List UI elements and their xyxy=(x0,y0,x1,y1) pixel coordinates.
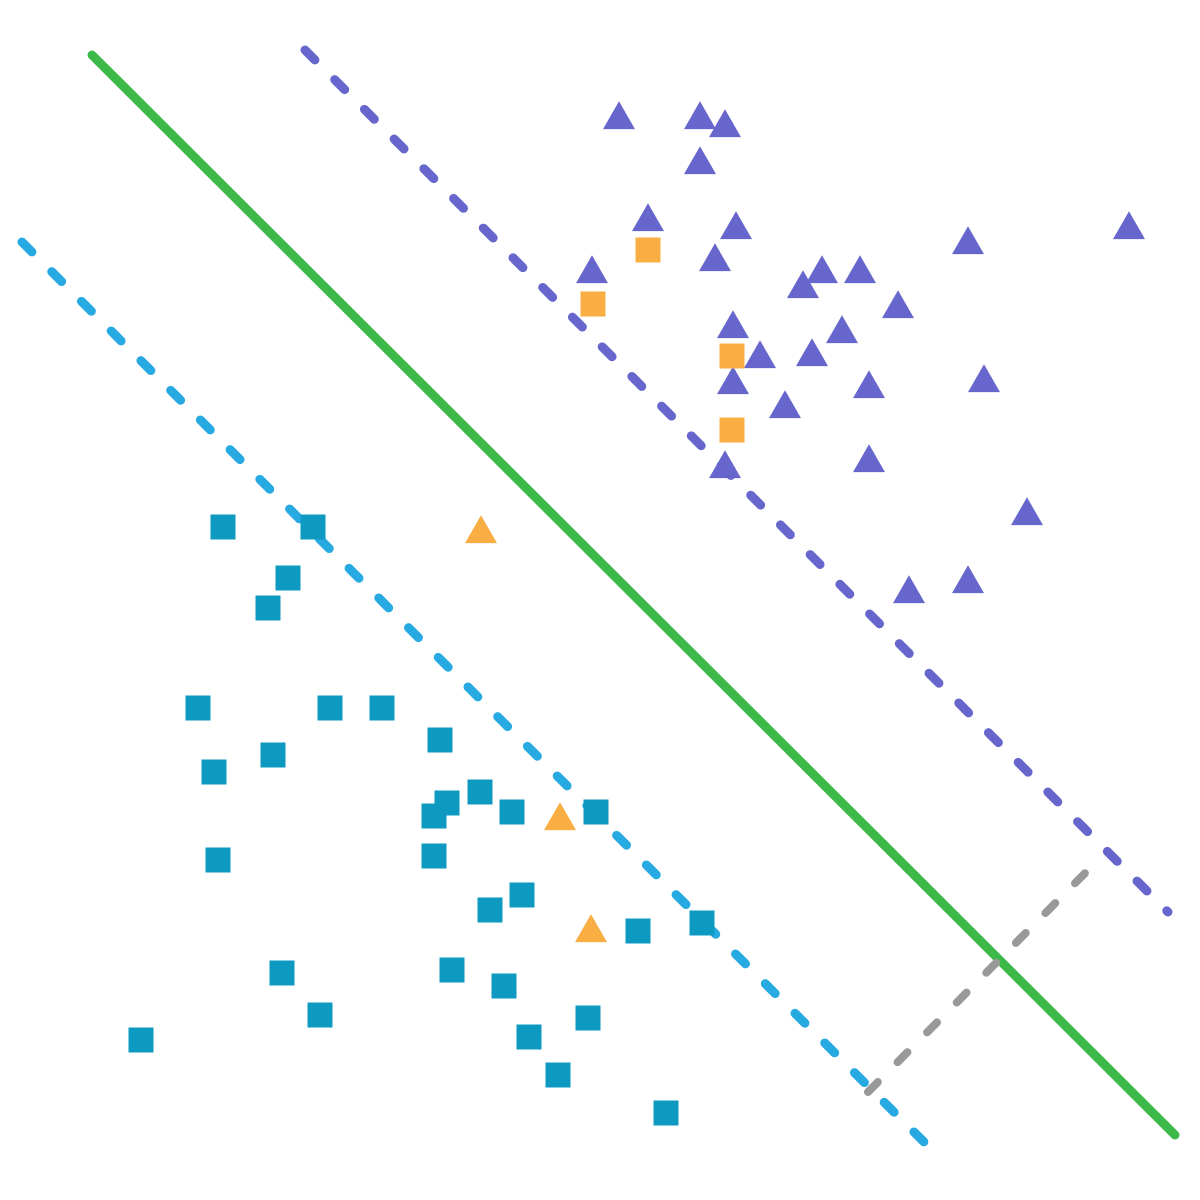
triangle-point xyxy=(1011,497,1043,526)
square-point xyxy=(653,1100,679,1126)
triangle-point xyxy=(684,101,716,130)
square-point xyxy=(128,1027,154,1053)
triangle-point xyxy=(968,364,1000,393)
square-point xyxy=(467,779,493,805)
misclassified-square-point xyxy=(580,291,606,317)
margin-square-side-line xyxy=(17,237,937,1155)
triangle-point xyxy=(1113,211,1145,240)
square-point xyxy=(625,918,651,944)
square-point xyxy=(421,803,447,829)
triangle-point xyxy=(893,575,925,604)
misclassified-square-point xyxy=(635,237,661,263)
misclassified-triangle-point xyxy=(575,914,607,943)
square-point xyxy=(427,727,453,753)
points-layer xyxy=(128,101,1145,1126)
square-point xyxy=(491,973,517,999)
triangle-point xyxy=(844,255,876,284)
square-point xyxy=(300,514,326,540)
square-point xyxy=(269,960,295,986)
square-point xyxy=(509,882,535,908)
triangle-point xyxy=(709,109,741,138)
square-point xyxy=(545,1062,571,1088)
misclassified-square-point xyxy=(719,417,745,443)
triangle-point xyxy=(709,450,741,479)
triangle-point xyxy=(952,565,984,594)
square-point xyxy=(516,1024,542,1050)
square-point xyxy=(439,957,465,983)
triangle-point xyxy=(632,203,664,232)
triangle-point xyxy=(826,315,858,344)
triangle-point xyxy=(744,340,776,369)
square-point xyxy=(307,1002,333,1028)
square-point xyxy=(689,910,715,936)
triangle-point xyxy=(699,243,731,272)
square-point xyxy=(210,514,236,540)
square-point xyxy=(185,695,211,721)
square-point xyxy=(369,695,395,721)
square-point xyxy=(201,759,227,785)
triangle-point xyxy=(769,390,801,419)
margin-triangle-side-line xyxy=(300,45,1173,917)
triangle-point xyxy=(720,211,752,240)
misclassified-triangle-point xyxy=(465,515,497,544)
lines-layer xyxy=(17,45,1180,1155)
triangle-point xyxy=(853,444,885,473)
square-point xyxy=(275,565,301,591)
triangle-point xyxy=(603,101,635,130)
square-point xyxy=(205,847,231,873)
triangle-point xyxy=(717,366,749,395)
triangle-point xyxy=(576,255,608,284)
decision-boundary-line xyxy=(87,50,1180,1140)
triangle-point xyxy=(787,270,819,299)
misclassified-square-point xyxy=(719,343,745,369)
triangle-point xyxy=(796,338,828,367)
margin-width-line xyxy=(864,851,1107,1096)
triangle-point xyxy=(684,146,716,175)
triangle-point xyxy=(806,255,838,284)
triangle-point xyxy=(717,310,749,339)
square-point xyxy=(317,695,343,721)
square-point xyxy=(260,742,286,768)
square-point xyxy=(255,595,281,621)
square-point xyxy=(575,1005,601,1031)
triangle-point xyxy=(952,226,984,255)
square-point xyxy=(421,843,447,869)
square-point xyxy=(499,799,525,825)
triangle-point xyxy=(882,290,914,319)
misclassified-triangle-point xyxy=(544,802,576,831)
square-point xyxy=(583,799,609,825)
square-point xyxy=(477,897,503,923)
triangle-point xyxy=(853,370,885,399)
